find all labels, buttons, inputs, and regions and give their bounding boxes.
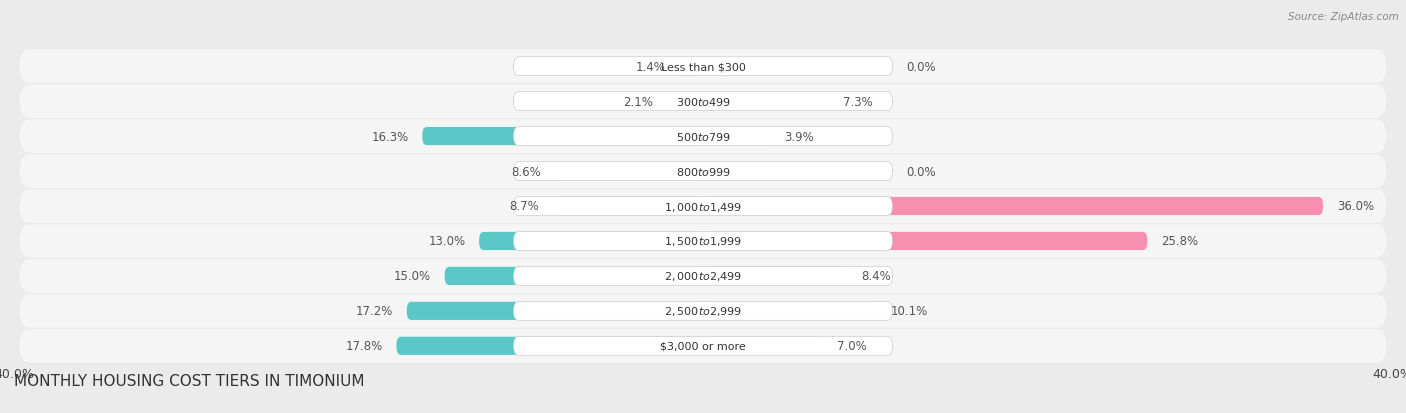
FancyBboxPatch shape	[703, 302, 877, 320]
FancyBboxPatch shape	[479, 232, 703, 250]
FancyBboxPatch shape	[703, 197, 1323, 216]
FancyBboxPatch shape	[20, 155, 1386, 188]
Text: 1.4%: 1.4%	[636, 61, 665, 74]
FancyBboxPatch shape	[513, 337, 893, 356]
Text: MONTHLY HOUSING COST TIERS IN TIMONIUM: MONTHLY HOUSING COST TIERS IN TIMONIUM	[14, 373, 364, 388]
FancyBboxPatch shape	[513, 302, 893, 320]
Text: 36.0%: 36.0%	[1337, 200, 1374, 213]
FancyBboxPatch shape	[20, 190, 1386, 223]
Text: $300 to $499: $300 to $499	[675, 96, 731, 108]
FancyBboxPatch shape	[20, 329, 1386, 363]
FancyBboxPatch shape	[20, 120, 1386, 154]
FancyBboxPatch shape	[513, 267, 893, 286]
FancyBboxPatch shape	[20, 259, 1386, 293]
FancyBboxPatch shape	[20, 294, 1386, 328]
FancyBboxPatch shape	[703, 337, 824, 355]
Text: 3.9%: 3.9%	[785, 130, 814, 143]
Text: 8.4%: 8.4%	[862, 270, 891, 283]
Text: 16.3%: 16.3%	[371, 130, 409, 143]
Text: 0.0%: 0.0%	[907, 165, 936, 178]
FancyBboxPatch shape	[703, 267, 848, 285]
FancyBboxPatch shape	[513, 93, 893, 111]
Text: 8.7%: 8.7%	[509, 200, 540, 213]
FancyBboxPatch shape	[20, 50, 1386, 84]
FancyBboxPatch shape	[444, 267, 703, 285]
FancyBboxPatch shape	[703, 232, 1147, 250]
Text: 7.0%: 7.0%	[838, 339, 868, 352]
Text: 0.0%: 0.0%	[907, 61, 936, 74]
FancyBboxPatch shape	[20, 225, 1386, 258]
FancyBboxPatch shape	[396, 337, 703, 355]
Text: $1,500 to $1,999: $1,500 to $1,999	[664, 235, 742, 248]
Text: 17.8%: 17.8%	[346, 339, 382, 352]
Text: Source: ZipAtlas.com: Source: ZipAtlas.com	[1288, 12, 1399, 22]
FancyBboxPatch shape	[703, 93, 828, 111]
Text: Less than $300: Less than $300	[661, 62, 745, 72]
FancyBboxPatch shape	[422, 128, 703, 146]
FancyBboxPatch shape	[513, 197, 893, 216]
Text: $2,500 to $2,999: $2,500 to $2,999	[664, 305, 742, 318]
Text: 8.6%: 8.6%	[512, 165, 541, 178]
Text: 25.8%: 25.8%	[1161, 235, 1198, 248]
Text: 13.0%: 13.0%	[429, 235, 465, 248]
FancyBboxPatch shape	[513, 127, 893, 146]
FancyBboxPatch shape	[406, 302, 703, 320]
FancyBboxPatch shape	[513, 232, 893, 251]
FancyBboxPatch shape	[513, 57, 893, 76]
FancyBboxPatch shape	[513, 162, 893, 181]
Text: 10.1%: 10.1%	[891, 305, 928, 318]
FancyBboxPatch shape	[555, 163, 703, 181]
Text: $2,000 to $2,499: $2,000 to $2,499	[664, 270, 742, 283]
Text: $3,000 or more: $3,000 or more	[661, 341, 745, 351]
Text: 7.3%: 7.3%	[842, 95, 872, 108]
FancyBboxPatch shape	[553, 197, 703, 216]
Text: 17.2%: 17.2%	[356, 305, 392, 318]
FancyBboxPatch shape	[20, 85, 1386, 119]
FancyBboxPatch shape	[666, 93, 703, 111]
Text: $500 to $799: $500 to $799	[675, 131, 731, 143]
Text: $800 to $999: $800 to $999	[675, 166, 731, 178]
Text: 2.1%: 2.1%	[623, 95, 652, 108]
Text: 15.0%: 15.0%	[394, 270, 430, 283]
FancyBboxPatch shape	[679, 58, 703, 76]
FancyBboxPatch shape	[703, 128, 770, 146]
Text: $1,000 to $1,499: $1,000 to $1,499	[664, 200, 742, 213]
